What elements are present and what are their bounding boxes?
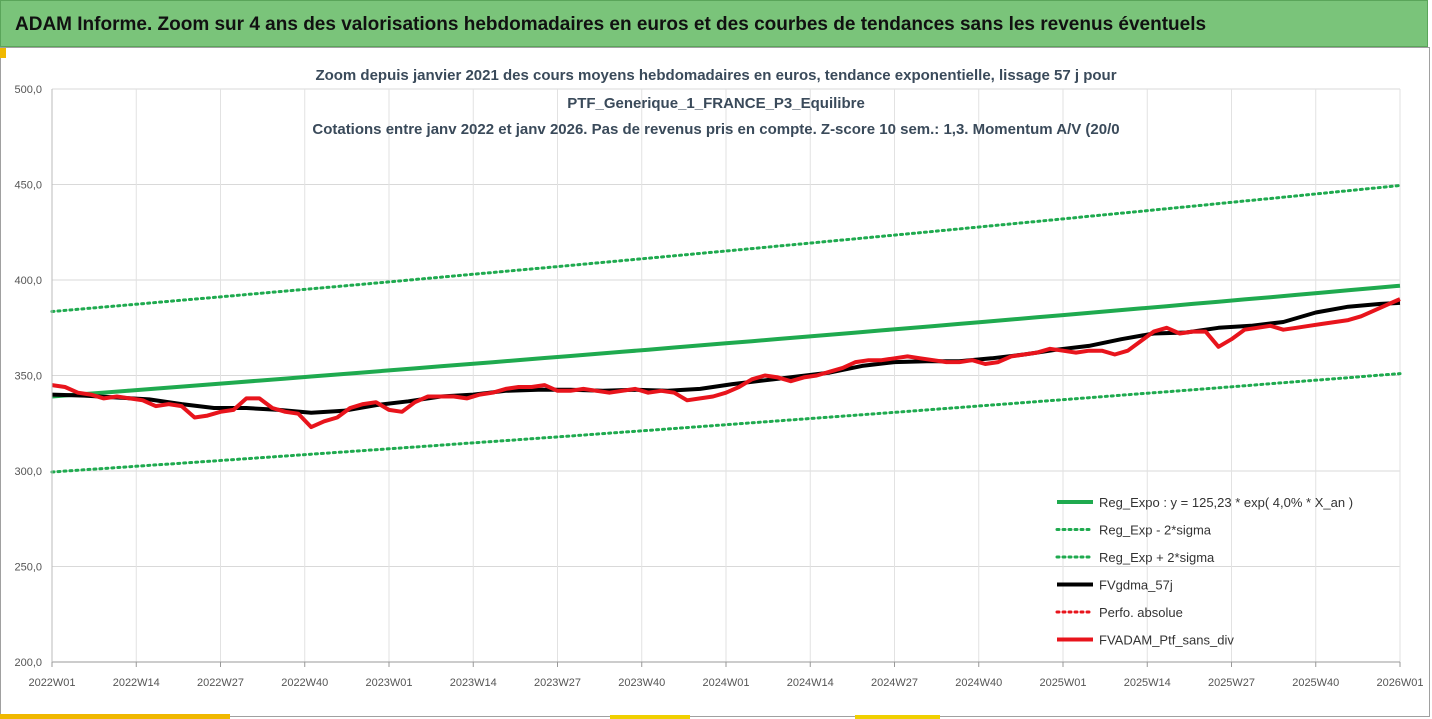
x-tick-label: 2025W27: [1208, 677, 1255, 689]
series-line-1: [51, 283, 1401, 399]
y-tick-label: 350,0: [14, 371, 42, 383]
x-tick-label: 2023W14: [450, 677, 497, 689]
x-tick-label: 2022W14: [113, 677, 160, 689]
legend-label: Reg_Exp - 2*sigma: [1099, 523, 1212, 538]
y-tick-label: 500,0: [14, 84, 42, 96]
legend-label: Reg_Expo : y = 125,23 * exp( 4,0% * X_an…: [1099, 495, 1353, 510]
legend-label: Perfo. absolue: [1099, 605, 1183, 620]
legend-label: Reg_Exp + 2*sigma: [1099, 550, 1215, 565]
y-tick-label: 300,0: [14, 466, 42, 478]
x-tick-label: 2022W01: [28, 677, 75, 689]
series-line-2: [50, 372, 1402, 474]
series-layer: [50, 184, 1402, 474]
x-tick-label: 2025W14: [1124, 677, 1171, 689]
x-tick-label: 2023W01: [365, 677, 412, 689]
accent-mark: [0, 48, 6, 58]
banner: ADAM Informe. Zoom sur 4 ans des valoris…: [0, 0, 1428, 47]
chart-frame: [0, 47, 1430, 717]
series-line-3: [50, 184, 1402, 313]
axes-layer: 200,0 250,0 300,0 350,0 400,0 450,0 500,0 2022W…: [14, 84, 1423, 689]
x-tick-label: 2025W01: [1039, 677, 1086, 689]
chart-title-line: Cotations entre janv 2022 et janv 2026. …: [312, 121, 1119, 138]
legend-label: FVgdma_57j: [1099, 578, 1173, 593]
x-tick-label: 2024W14: [787, 677, 834, 689]
accent-mark: [610, 715, 690, 719]
legend: Reg_Expo : y = 125,23 * exp( 4,0% * X_an…: [1055, 495, 1353, 648]
accent-mark: [0, 714, 230, 719]
x-tick-label: 2026W01: [1376, 677, 1423, 689]
x-tick-label: 2023W27: [534, 677, 581, 689]
x-tick-label: 2023W40: [618, 677, 665, 689]
legend-label: FVADAM_Ptf_sans_div: [1099, 633, 1234, 648]
chart-title-line: Zoom depuis janvier 2021 des cours moyen…: [315, 67, 1116, 84]
banner-title: ADAM Informe. Zoom sur 4 ans des valoris…: [15, 14, 1207, 35]
x-tick-label: 2024W40: [955, 677, 1002, 689]
y-tick-label: 200,0: [14, 657, 42, 669]
series-line-5: [51, 297, 1401, 430]
y-tick-label: 250,0: [14, 562, 42, 574]
chart-title-line: PTF_Generique_1_FRANCE_P3_Equilibre: [567, 95, 865, 112]
accent-mark: [855, 715, 940, 719]
chart-titles: Zoom depuis janvier 2021 des cours moyen…: [312, 67, 1119, 138]
gridlines: [51, 88, 1401, 663]
x-tick-label: 2024W27: [871, 677, 918, 689]
x-tick-label: 2024W01: [702, 677, 749, 689]
x-tick-label: 2022W27: [197, 677, 244, 689]
x-tick-label: 2025W40: [1292, 677, 1339, 689]
y-tick-label: 400,0: [14, 275, 42, 287]
x-tick-label: 2022W40: [281, 677, 328, 689]
y-tick-label: 450,0: [14, 180, 42, 192]
